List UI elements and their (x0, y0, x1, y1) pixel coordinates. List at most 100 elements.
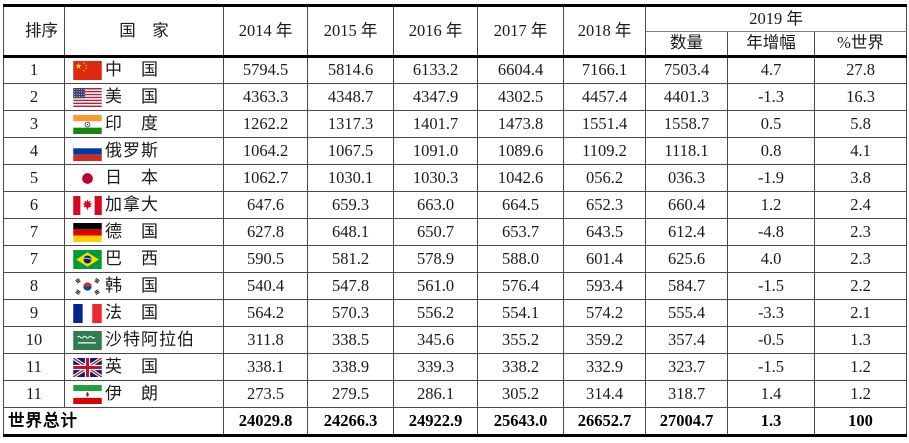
rank-cell: 6 (3, 191, 65, 219)
country-cell: 日 本 (64, 164, 224, 192)
value-cell: 643.5 (563, 218, 646, 246)
russia-flag-icon (73, 141, 102, 161)
value-cell: 338.9 (307, 353, 394, 381)
header-row-2: 数量 年增幅 %世界 (4, 31, 908, 58)
value-cell: 4.7 (727, 56, 815, 84)
value-cell: 1067.5 (307, 137, 394, 165)
value-cell: 659.3 (307, 191, 394, 219)
value-cell: 1118.1 (645, 137, 728, 165)
country-name: 沙特阿拉伯 (105, 329, 195, 349)
value-cell: 1551.4 (563, 110, 646, 138)
total-value-cell: 25643.0 (477, 407, 564, 436)
value-cell: 7166.1 (563, 56, 646, 84)
value-cell: 564.2 (223, 299, 308, 327)
value-cell: 338.5 (307, 326, 394, 354)
table-row: 2 美 国 4363.3 4348.7 4347.9 4302.5 4457.4… (3, 83, 908, 111)
country-name: 巴 西 (105, 248, 159, 268)
value-cell: 648.1 (307, 218, 394, 246)
value-cell: 5814.6 (307, 56, 394, 84)
value-cell: 056.2 (563, 164, 646, 192)
value-cell: 663.0 (393, 191, 478, 219)
value-cell: 1262.2 (223, 110, 308, 138)
header-2019-growth: 年增幅 (727, 31, 815, 58)
value-cell: 1.3 (813, 326, 908, 354)
value-cell: 1.2 (813, 380, 908, 408)
value-cell: 1.4 (727, 380, 815, 408)
value-cell: 036.3 (645, 164, 728, 192)
value-cell: 311.8 (223, 326, 308, 354)
table-row: 7 德 国 627.8 648.1 650.7 653.7 643.5 612.… (3, 218, 908, 246)
value-cell: 5794.5 (223, 56, 308, 84)
value-cell: 6133.2 (393, 56, 478, 84)
ranking-table: 排序 国 家 2014 年 2015 年 2016 年 2017 年 2018 … (3, 4, 908, 437)
country-cell: 韩 国 (64, 272, 224, 300)
value-cell: 1089.6 (477, 137, 564, 165)
value-cell: 4.0 (727, 245, 815, 273)
value-cell: -1.5 (727, 353, 815, 381)
country-cell: 沙特阿拉伯 (64, 326, 224, 354)
value-cell: 601.4 (563, 245, 646, 273)
value-cell: 590.5 (223, 245, 308, 273)
header-year-2015: 2015 年 (307, 5, 394, 58)
france-flag-icon (73, 303, 102, 323)
value-cell: 2.4 (813, 191, 908, 219)
rank-cell: 11 (3, 353, 65, 381)
value-cell: -0.5 (727, 326, 815, 354)
value-cell: 576.4 (477, 272, 564, 300)
value-cell: 339.3 (393, 353, 478, 381)
value-cell: 1401.7 (393, 110, 478, 138)
header-year-2016: 2016 年 (393, 5, 478, 58)
value-cell: 554.1 (477, 299, 564, 327)
table-row: 4 俄罗斯 1064.2 1067.5 1091.0 1089.6 1109.2… (3, 137, 908, 165)
country-name: 法 国 (105, 302, 159, 322)
country-cell: 俄罗斯 (64, 137, 224, 165)
country-cell: 伊 朗 (64, 380, 224, 408)
table-row: 11 伊 朗 273.5 279.5 286.1 305.2 314.4 318… (3, 380, 908, 408)
total-value-cell: 100 (813, 407, 908, 436)
usa-flag-icon (73, 87, 102, 107)
value-cell: 2.2 (813, 272, 908, 300)
south-korea-flag-icon (73, 276, 102, 296)
total-value-cell: 24922.9 (393, 407, 478, 436)
value-cell: 2.3 (813, 245, 908, 273)
value-cell: 318.7 (645, 380, 728, 408)
value-cell: 578.9 (393, 245, 478, 273)
value-cell: 561.0 (393, 272, 478, 300)
country-cell: 印 度 (64, 110, 224, 138)
value-cell: 588.0 (477, 245, 564, 273)
value-cell: 547.8 (307, 272, 394, 300)
value-cell: 286.1 (393, 380, 478, 408)
country-name: 加拿大 (105, 194, 159, 214)
value-cell: 1558.7 (645, 110, 728, 138)
table-row: 11 英 国 338.1 338.9 339.3 338.2 332.9 323… (3, 353, 908, 381)
value-cell: 570.3 (307, 299, 394, 327)
table-row: 7 巴 西 590.5 581.2 578.9 588.0 601.4 625.… (3, 245, 908, 273)
value-cell: 4302.5 (477, 83, 564, 111)
table-row: 8 韩 国 540.4 547.8 561.0 576.4 593.4 584.… (3, 272, 908, 300)
value-cell: -4.8 (727, 218, 815, 246)
country-cell: 巴 西 (64, 245, 224, 273)
value-cell: 314.4 (563, 380, 646, 408)
table-row: 5 日 本 1062.7 1030.1 1030.3 1042.6 056.2 … (3, 164, 908, 192)
rank-cell: 9 (3, 299, 65, 327)
value-cell: -1.3 (727, 83, 815, 111)
header-row-1: 排序 国 家 2014 年 2015 年 2016 年 2017 年 2018 … (3, 5, 908, 58)
country-name: 英 国 (105, 356, 159, 376)
canada-flag-icon (73, 195, 102, 215)
value-cell: 627.8 (223, 218, 308, 246)
value-cell: 1109.2 (563, 137, 646, 165)
value-cell: -3.3 (727, 299, 815, 327)
value-cell: 1091.0 (393, 137, 478, 165)
value-cell: 581.2 (307, 245, 394, 273)
country-cell: 美 国 (64, 83, 224, 111)
total-value-cell: 27004.7 (645, 407, 728, 436)
rank-cell: 7 (3, 218, 65, 246)
value-cell: 574.2 (563, 299, 646, 327)
country-name: 日 本 (105, 167, 159, 187)
header-year-2019: 2019 年 (644, 5, 908, 32)
value-cell: 1317.3 (307, 110, 394, 138)
value-cell: 338.2 (477, 353, 564, 381)
value-cell: 540.4 (223, 272, 308, 300)
value-cell: 355.2 (477, 326, 564, 354)
value-cell: 556.2 (393, 299, 478, 327)
